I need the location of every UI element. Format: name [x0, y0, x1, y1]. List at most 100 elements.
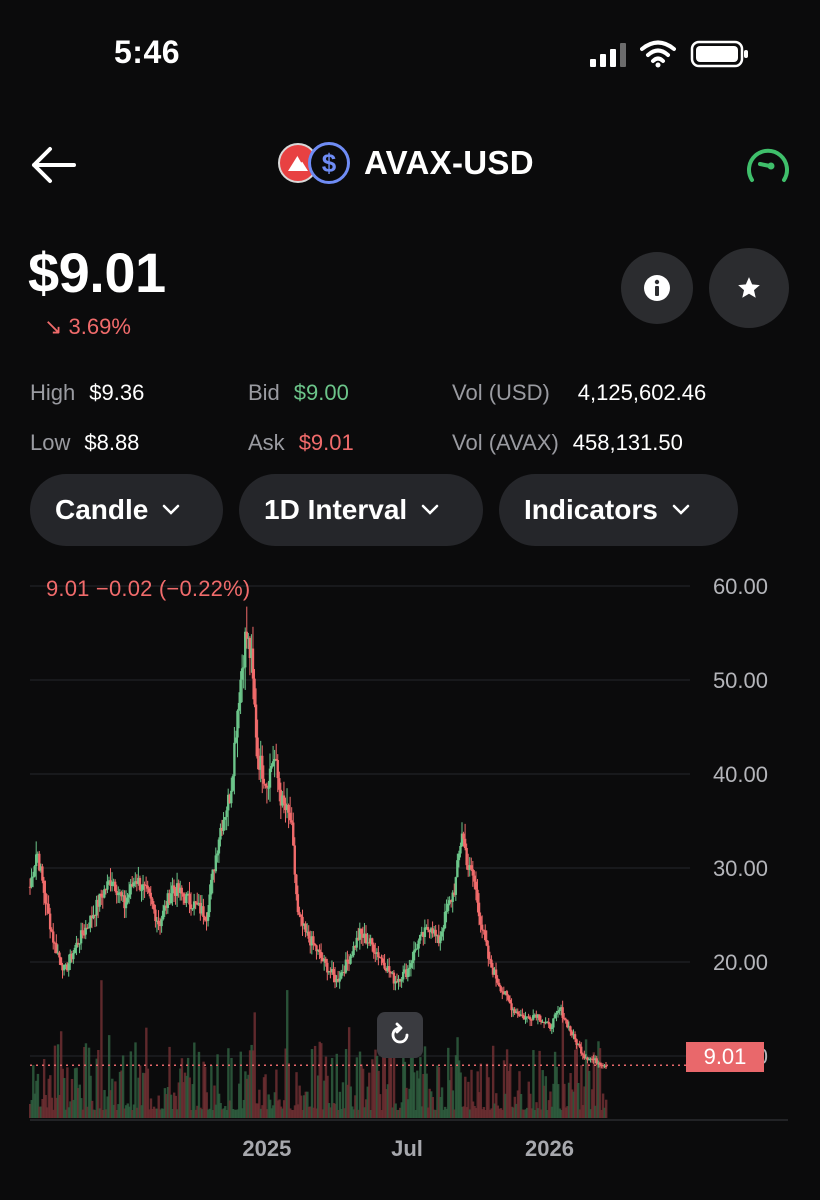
candle-body	[126, 897, 129, 903]
volume-bar	[403, 1061, 407, 1118]
volume-bar	[157, 1095, 160, 1118]
volume-bar	[190, 1109, 193, 1118]
volume-bar	[186, 1057, 190, 1118]
volume-bar	[241, 1108, 244, 1118]
info-button[interactable]	[621, 252, 693, 324]
volume-bar	[425, 1073, 428, 1118]
candle-body	[335, 979, 338, 983]
candle-body	[279, 789, 283, 806]
volume-bar	[78, 1084, 81, 1118]
candle-body	[155, 920, 159, 922]
candle-body	[502, 991, 506, 995]
back-arrow-icon[interactable]	[28, 144, 78, 186]
volume-bar	[377, 1070, 380, 1118]
candles	[28, 606, 608, 1070]
interval-dropdown[interactable]: 1D Interval	[239, 474, 483, 546]
volume-bar	[338, 1091, 342, 1118]
candle-body	[55, 943, 58, 954]
volume-bar	[515, 1103, 518, 1118]
candle-body	[490, 959, 493, 968]
volume-bar	[491, 1045, 495, 1118]
volume-bar	[392, 1034, 396, 1118]
candle-body	[157, 920, 160, 925]
candle-body	[59, 957, 63, 965]
candle-body	[67, 963, 70, 971]
candle-body	[496, 978, 499, 983]
candle-body	[146, 885, 149, 889]
volume-bar	[504, 1093, 507, 1118]
volume-bar	[380, 1109, 383, 1118]
volume-bar	[238, 1083, 241, 1118]
candle-body	[522, 1015, 526, 1020]
chart-type-dropdown[interactable]: Candle	[30, 474, 223, 546]
candle-body	[584, 1057, 588, 1059]
volume-bar	[369, 1109, 373, 1118]
volume-bar	[67, 1107, 71, 1118]
reset-zoom-button[interactable]	[377, 1012, 423, 1058]
volume-bar	[315, 1108, 318, 1118]
volume-bar	[352, 1109, 356, 1118]
candle-body	[439, 936, 442, 944]
volume-bar	[440, 1087, 444, 1118]
candle-body	[90, 915, 94, 919]
volume-bar	[453, 1109, 456, 1118]
candle-body	[470, 865, 473, 870]
volume-bar	[244, 1071, 247, 1118]
candle-body	[360, 928, 363, 934]
candle-body	[556, 1010, 560, 1013]
candle-body	[471, 869, 475, 876]
volume-bar	[533, 1109, 537, 1118]
candle-body	[442, 928, 445, 932]
candle-body	[398, 978, 402, 982]
candle-body	[432, 929, 436, 934]
candle-body	[270, 765, 273, 769]
candle-body	[511, 1009, 515, 1011]
candle-body	[561, 1007, 564, 1018]
volume-bar	[402, 1053, 405, 1118]
stat-vol-avax: Vol (AVAX) 458,131.50	[452, 430, 683, 456]
candle-body	[216, 853, 219, 856]
x-tick-label: Jul	[391, 1136, 423, 1161]
candle-body	[288, 812, 292, 821]
volume-bar	[555, 1066, 558, 1118]
indicators-dropdown[interactable]: Indicators	[499, 474, 738, 546]
candle-body	[56, 952, 60, 954]
candle-body	[65, 964, 69, 971]
candle-body	[113, 881, 117, 891]
candle-body	[533, 1014, 536, 1016]
candle-body	[562, 1017, 566, 1019]
candle-body	[208, 894, 211, 913]
candle-body	[141, 884, 145, 890]
chart-canvas[interactable]: 60.0050.0040.0030.0020.0010.002025Jul202…	[0, 560, 820, 1180]
candle-body	[313, 943, 317, 946]
candle-body	[132, 882, 135, 887]
volume-bar	[111, 1078, 114, 1118]
volume-bar	[443, 1106, 447, 1118]
candle-body	[200, 906, 204, 914]
candle-body	[81, 930, 84, 935]
volume-bar	[394, 1103, 397, 1118]
volume-bar	[450, 1066, 453, 1118]
candle-body	[499, 986, 502, 992]
candle-body	[589, 1058, 592, 1060]
favorite-button[interactable]	[709, 248, 789, 328]
volume-bar	[301, 1109, 304, 1118]
candle-body	[93, 914, 97, 916]
volume-bar	[205, 1092, 208, 1118]
volume-bar	[493, 1103, 496, 1118]
volume-bar	[97, 1049, 100, 1118]
battery-icon	[690, 40, 748, 68]
gauge-icon[interactable]	[744, 146, 792, 186]
candle-body	[336, 979, 340, 982]
candle-body	[343, 972, 346, 974]
price-chart[interactable]: 9.01 −0.02 (−0.22%) 60.00 50.00 40.00 30.00…	[0, 560, 820, 1180]
candle-body	[576, 1044, 580, 1046]
candle-body	[89, 915, 92, 928]
volume-bar	[245, 1078, 249, 1118]
volume-bar	[149, 1098, 153, 1118]
candle-body	[39, 866, 43, 871]
candle-body	[485, 940, 488, 946]
candle-body	[135, 881, 139, 884]
volume-bar	[140, 1105, 143, 1118]
volume-bar	[426, 1107, 430, 1118]
